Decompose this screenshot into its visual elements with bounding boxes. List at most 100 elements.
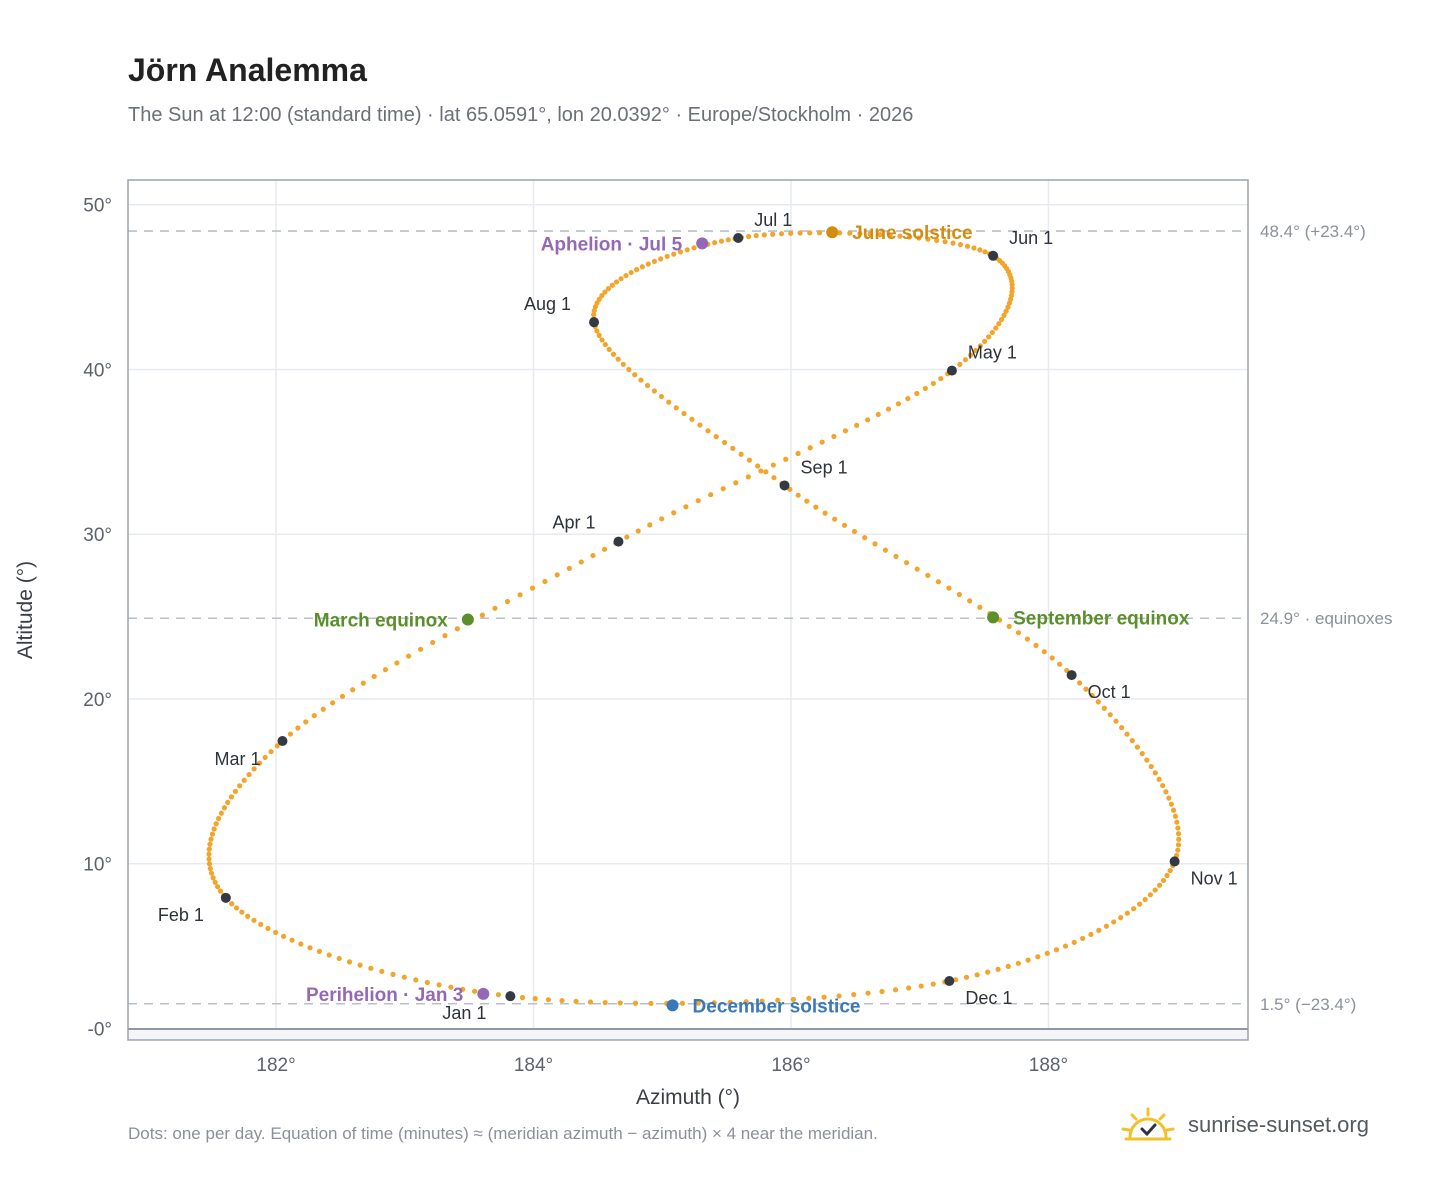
event-label: June solstice: [852, 223, 972, 244]
x-axis-label: Azimuth (°): [636, 1086, 740, 1109]
daily-dot: [925, 236, 931, 242]
daily-dot: [778, 231, 785, 237]
daily-dot: [721, 439, 728, 446]
daily-dot: [566, 565, 572, 571]
daily-dot: [677, 249, 684, 255]
daily-dot: [906, 985, 912, 991]
daily-dot: [875, 411, 881, 418]
daily-dot: [977, 343, 983, 349]
daily-dot: [671, 510, 677, 516]
y-tick-label: 30°: [83, 525, 112, 546]
daily-dot: [1174, 819, 1180, 825]
month-label: Sep 1: [801, 457, 848, 477]
daily-dot: [905, 396, 911, 402]
daily-dot: [950, 240, 956, 246]
daily-dot: [590, 552, 596, 559]
y-tick-label: 50°: [83, 196, 112, 217]
daily-dot: [837, 230, 843, 236]
daily-dot: [228, 794, 235, 800]
daily-dot: [542, 578, 548, 585]
daily-dot: [807, 445, 813, 451]
daily-dot: [330, 700, 336, 706]
daily-dot: [262, 754, 268, 761]
daily-dot: [967, 598, 973, 604]
event-label: December solstice: [693, 996, 861, 1017]
daily-dot: [210, 875, 216, 881]
reference-lines: 48.4° (+23.4°) 24.9° · equinoxes 1.5° (−23…: [128, 222, 1393, 1014]
daily-dot: [973, 347, 979, 354]
daily-dot: [857, 230, 863, 237]
daily-dot: [963, 974, 970, 980]
daily-dot: [974, 972, 980, 978]
daily-dot: [336, 955, 342, 962]
daily-dot: [495, 992, 502, 998]
daily-dot: [545, 997, 551, 1003]
daily-dot: [382, 667, 389, 673]
daily-dot: [854, 422, 860, 428]
daily-dot: [559, 997, 565, 1004]
daily-dot: [326, 952, 332, 958]
daily-dot: [759, 998, 765, 1004]
event-label: March equinox: [314, 611, 449, 632]
daily-dot: [807, 230, 813, 236]
daily-dot: [851, 991, 857, 998]
daily-dot: [1163, 789, 1169, 795]
daily-dot: [1083, 686, 1089, 692]
daily-dot: [705, 428, 711, 434]
month-label: Feb 1: [158, 905, 204, 925]
daily-dot: [982, 338, 988, 344]
reference-line-label: 48.4° (+23.4°): [1260, 222, 1366, 241]
daily-dot: [357, 962, 363, 968]
daily-dot: [942, 239, 948, 245]
daily-dot: [634, 267, 640, 273]
daily-dot: [645, 261, 651, 267]
daily-dot: [1129, 738, 1135, 744]
month-markers: Jan 1 Feb 1 Mar 1 Apr 1 May 1 Jun 1 Jul 1 Aug 1…: [158, 210, 1238, 1023]
daily-dot: [842, 428, 849, 434]
daily-dot: [946, 585, 952, 591]
daily-dot: [298, 941, 304, 947]
daily-dot: [841, 522, 848, 528]
daily-dot: [738, 451, 744, 457]
daily-dot: [339, 693, 346, 699]
daily-dot: [938, 375, 944, 382]
y-tick-label: 20°: [83, 690, 112, 711]
daily-dot: [1118, 915, 1124, 921]
daily-dot: [832, 516, 838, 522]
daily-dot: [897, 233, 903, 239]
daily-dot: [436, 982, 442, 988]
event-marker: [461, 613, 474, 626]
daily-dot: [934, 237, 940, 243]
daily-dot: [813, 504, 819, 510]
daily-dot: [424, 979, 430, 986]
daily-dot: [683, 504, 689, 510]
event-marker: [666, 999, 679, 1012]
daily-dot: [1077, 680, 1083, 686]
month-label: Jan 1: [442, 1003, 486, 1023]
daily-dot: [903, 560, 910, 566]
daily-dot: [1005, 304, 1011, 310]
daily-dot: [806, 995, 812, 1001]
daily-dot: [268, 749, 274, 755]
daily-dot: [695, 1000, 701, 1006]
daily-dot: [761, 232, 767, 238]
daily-dot: [695, 498, 701, 504]
zero-baseline-band: [128, 1029, 1248, 1040]
daily-dot: [867, 231, 873, 237]
daily-dot: [906, 234, 913, 240]
daily-dot: [771, 475, 777, 481]
daily-dot: [233, 905, 240, 911]
brand[interactable]: sunrise-sunset.org: [1120, 1100, 1369, 1150]
daily-dot: [390, 971, 396, 977]
chart-title: Jörn Analemma: [128, 52, 367, 88]
brand-name[interactable]: sunrise-sunset.org: [1188, 1112, 1369, 1137]
daily-dot: [1101, 705, 1107, 711]
daily-dot: [712, 240, 718, 246]
daily-dot: [982, 249, 988, 255]
daily-dot: [615, 356, 621, 362]
month-marker: [277, 735, 288, 746]
daily-dot: [307, 945, 313, 951]
y-tick-label: 10°: [83, 855, 112, 876]
daily-dot: [206, 851, 212, 857]
daily-dot: [877, 232, 883, 238]
